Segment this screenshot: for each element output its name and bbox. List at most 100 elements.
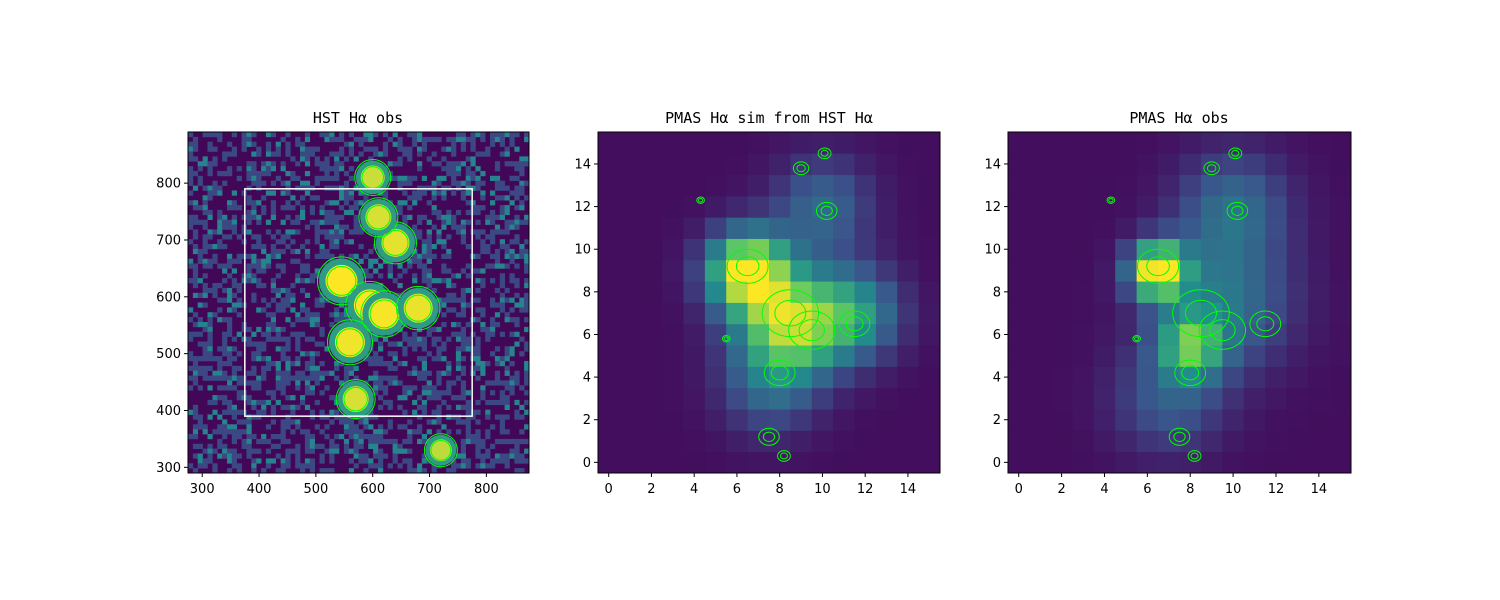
noise-pixel [231,356,237,362]
spaxel [1286,238,1309,261]
noise-pixel [300,209,306,216]
noise-pixel [402,438,408,445]
y-tick-label: 0 [583,456,591,471]
contour-line [697,197,704,203]
noise-pixel [207,351,213,357]
spaxel [1329,302,1351,325]
noise-pixel [382,151,389,157]
noise-pixel [192,283,199,289]
spaxel [1243,259,1266,282]
spaxel [1115,174,1138,197]
noise-pixel [280,429,286,435]
noise-pixel [412,273,418,279]
noise-pixel [246,278,252,284]
noise-pixel [324,161,330,167]
noise-pixel [270,419,276,425]
noise-pixel [455,224,462,230]
noise-pixel [304,161,311,167]
noise-pixel [465,336,471,342]
noise-pixel [217,385,223,391]
y-tick-label: 14 [984,157,1001,172]
noise-pixel [378,263,384,269]
spaxel [875,217,898,239]
spaxel [1308,174,1330,197]
contour-line [335,328,364,357]
noise-pixel [329,200,335,206]
noise-pixel [256,346,262,352]
noise-pixel [509,385,515,391]
noise-pixel [436,409,442,415]
noise-pixel [285,448,291,454]
noise-pixel [197,370,203,376]
spaxel [1029,132,1052,154]
noise-pixel [192,200,199,206]
noise-pixel [270,409,276,415]
noise-pixel [285,132,291,138]
noise-pixel [256,438,262,445]
noise-pixel [426,234,432,240]
noise-pixel [290,229,296,235]
noise-pixel [412,234,418,240]
spaxel [726,345,749,367]
spaxel [1265,132,1288,154]
spaxel [662,387,684,410]
noise-pixel [412,136,418,143]
noise-pixel [256,175,262,181]
spaxel [1115,345,1138,367]
noise-pixel [387,351,393,357]
spaxel [897,153,920,176]
spaxel [1008,281,1030,303]
noise-pixel [334,312,340,318]
noise-pixel [295,161,301,167]
noise-pixel [460,195,466,201]
noise-pixel [270,434,276,440]
noise-pixel [426,380,432,386]
noise-pixel [290,361,296,367]
noise-pixel [207,317,213,323]
noise-pixel [499,136,505,143]
contour-line [1106,196,1116,204]
noise-pixel [275,453,281,459]
noise-pixel [441,156,447,162]
noise-pixel [246,209,252,216]
spaxel [875,366,898,389]
spaxel [704,281,727,303]
noise-pixel [509,200,515,206]
noise-pixel [231,132,237,138]
noise-pixel [300,244,306,250]
noise-pixel [231,453,237,459]
noise-pixel [426,370,432,376]
noise-pixel [270,443,276,449]
noise-pixel [192,214,199,220]
noise-pixel [417,438,423,445]
noise-pixel [368,273,374,279]
noise-pixel [202,209,208,216]
noise-pixel [494,185,501,191]
noise-pixel [222,214,228,220]
noise-pixel [475,365,481,371]
noise-pixel [524,292,529,298]
noise-pixel [485,434,491,440]
noise-pixel [285,453,291,459]
spaxel [1265,345,1288,367]
spaxel [897,195,920,218]
noise-pixel [217,438,223,445]
contour-line [758,427,780,446]
noise-pixel [417,468,423,473]
noise-pixel [475,278,481,284]
spaxel [662,345,684,367]
noise-pixel [212,287,218,294]
spaxel [918,302,940,325]
noise-pixel [446,214,452,220]
noise-pixel [236,375,242,381]
noise-pixel [285,214,291,220]
noise-pixel [436,351,442,357]
noise-pixel [524,219,529,225]
noise-pixel [436,326,442,333]
noise-pixel [329,443,335,449]
noise-pixel [304,429,311,435]
noise-pixel [348,141,354,147]
noise-pixel [460,146,466,152]
spaxel [1072,132,1095,154]
contour-line [366,205,391,230]
